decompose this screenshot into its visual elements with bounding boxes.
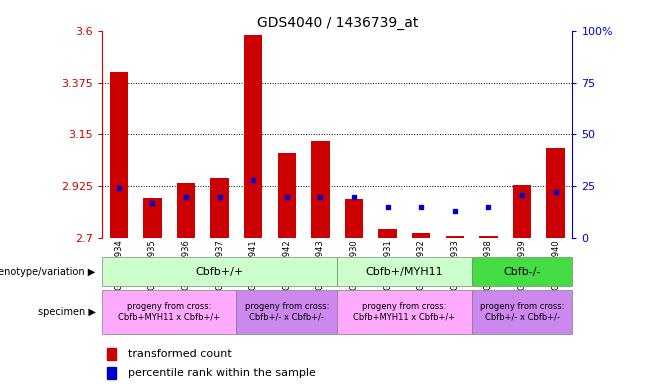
Bar xyxy=(107,367,116,379)
Text: Cbfb+/MYH11: Cbfb+/MYH11 xyxy=(366,266,443,277)
Bar xyxy=(278,153,296,238)
Bar xyxy=(412,233,430,238)
Bar xyxy=(177,183,195,238)
Text: Cbfb-/-: Cbfb-/- xyxy=(503,266,541,277)
Text: percentile rank within the sample: percentile rank within the sample xyxy=(128,368,316,378)
Bar xyxy=(244,35,263,238)
Bar xyxy=(236,290,337,334)
Bar xyxy=(513,185,531,238)
Bar xyxy=(472,257,572,286)
Text: transformed count: transformed count xyxy=(128,349,232,359)
Bar xyxy=(546,148,565,238)
Text: specimen ▶: specimen ▶ xyxy=(38,307,95,317)
Bar xyxy=(445,236,464,238)
Bar xyxy=(143,198,162,238)
Bar xyxy=(337,257,472,286)
Bar xyxy=(472,290,572,334)
Bar xyxy=(107,348,116,359)
Bar xyxy=(102,290,236,334)
Bar xyxy=(479,236,497,238)
Bar xyxy=(378,229,397,238)
Text: progeny from cross:
Cbfb+/- x Cbfb+/-: progeny from cross: Cbfb+/- x Cbfb+/- xyxy=(245,302,329,322)
Text: progeny from cross:
Cbfb+/- x Cbfb+/-: progeny from cross: Cbfb+/- x Cbfb+/- xyxy=(480,302,565,322)
Text: Cbfb+/+: Cbfb+/+ xyxy=(195,266,243,277)
Bar xyxy=(211,178,229,238)
Bar xyxy=(337,290,472,334)
Bar xyxy=(311,141,330,238)
Bar xyxy=(345,199,363,238)
Bar xyxy=(109,72,128,238)
Text: genotype/variation ▶: genotype/variation ▶ xyxy=(0,266,95,277)
Text: progeny from cross:
Cbfb+MYH11 x Cbfb+/+: progeny from cross: Cbfb+MYH11 x Cbfb+/+ xyxy=(118,302,220,322)
Title: GDS4040 / 1436739_at: GDS4040 / 1436739_at xyxy=(257,16,418,30)
Bar xyxy=(102,257,337,286)
Text: progeny from cross:
Cbfb+MYH11 x Cbfb+/+: progeny from cross: Cbfb+MYH11 x Cbfb+/+ xyxy=(353,302,455,322)
